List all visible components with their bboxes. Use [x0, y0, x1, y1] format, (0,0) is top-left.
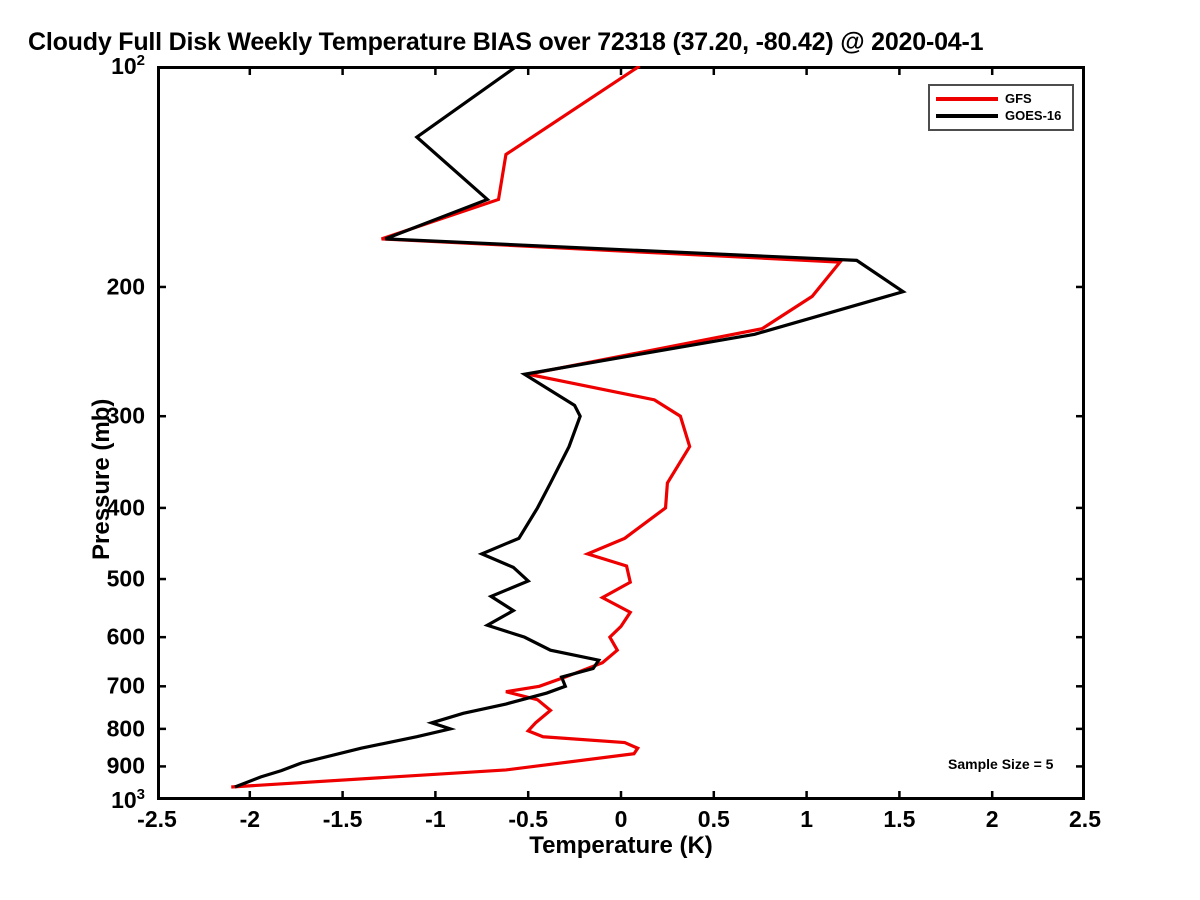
- y-axis-tick-label: 700: [106, 672, 145, 699]
- legend-label: GOES-16: [1005, 108, 1062, 123]
- y-axis-tick-label: 800: [106, 715, 145, 742]
- series-line-goes-16: [234, 66, 907, 789]
- legend-item-gfs: GFS: [936, 90, 1066, 107]
- y-axis-tick-label: 900: [106, 752, 145, 779]
- x-axis-title: Temperature (K): [529, 832, 713, 859]
- x-axis-tick-label: -2: [239, 806, 261, 832]
- legend: GFS GOES-16: [928, 84, 1074, 131]
- y-axis-tick-label: 500: [106, 565, 145, 592]
- legend-label: GFS: [1005, 91, 1032, 106]
- x-axis-tick-label: 2.5: [1069, 806, 1101, 832]
- x-axis-tick-label: 0.5: [697, 806, 730, 832]
- y-axis-tick-label: 400: [106, 494, 145, 521]
- y-axis-tick-label: 600: [106, 623, 145, 650]
- x-axis-tick-label: 0: [614, 806, 628, 832]
- y-axis-tick-label: 103: [111, 786, 145, 813]
- data-plot: [157, 66, 1085, 800]
- x-axis-tick-label: -1: [425, 806, 446, 832]
- x-axis-tick-label: -1.5: [322, 806, 363, 832]
- legend-swatch-icon: [936, 96, 998, 101]
- x-axis-tick-label: -0.5: [508, 806, 549, 832]
- legend-item-goes-16: GOES-16: [936, 107, 1066, 124]
- y-axis-tick-label: 300: [106, 402, 145, 429]
- sample-size-annotation: Sample Size = 5: [948, 756, 1054, 772]
- y-axis-tick-label: 102: [111, 52, 145, 79]
- chart-title: Cloudy Full Disk Weekly Temperature BIAS…: [28, 28, 984, 56]
- legend-swatch-icon: [936, 113, 998, 118]
- y-axis-tick-label: 200: [106, 273, 145, 300]
- x-axis-tick-label: 2: [985, 806, 999, 832]
- series-line-gfs: [231, 66, 844, 789]
- x-axis-tick-label: -2.5: [137, 806, 177, 832]
- x-axis-tick-label: 1: [800, 806, 813, 832]
- x-axis-tick-label: 1.5: [883, 806, 916, 832]
- plot-area: [157, 66, 1085, 800]
